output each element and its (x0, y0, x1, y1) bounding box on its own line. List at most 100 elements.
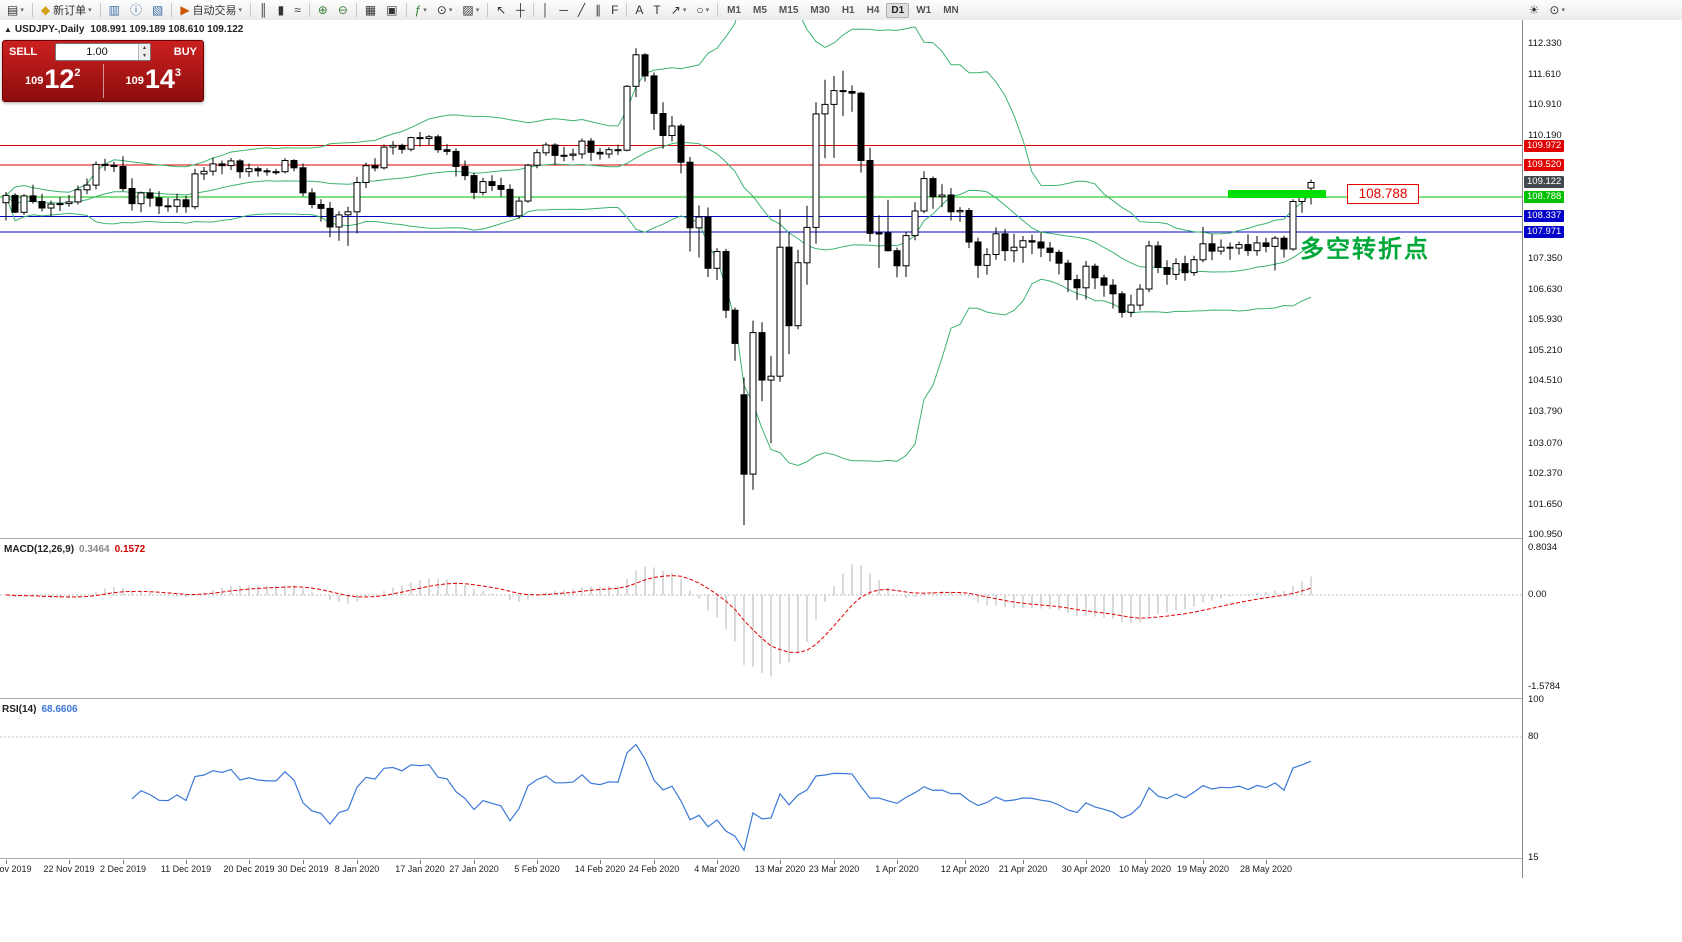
sell-button[interactable]: 109 12 2 (3, 62, 103, 100)
timeframe-toolbar: M1 M5 M15 M30 H1 H4 D1 W1 MN (721, 3, 965, 18)
timeframe-d1[interactable]: D1 (886, 3, 910, 18)
auto-trading-icon: ▶ (180, 3, 190, 17)
date-tick (1023, 860, 1024, 864)
date-label: 14 Feb 2020 (574, 864, 626, 874)
price-scale-label: 107.350 (1528, 253, 1563, 264)
date-label: 8 Jan 2020 (334, 864, 380, 874)
market-watch-button[interactable]: ▥ (105, 0, 124, 20)
trendline-tool-button[interactable]: ╱ (574, 0, 589, 20)
timeframe-m30[interactable]: M30 (810, 5, 830, 16)
volume-value[interactable]: 1.00 (86, 45, 108, 58)
macd-scale-label: 0.00 (1528, 589, 1547, 600)
data-window-icon: ⓘ (129, 3, 142, 17)
timeframe-w1[interactable]: W1 (916, 5, 932, 16)
line-chart-mode-button[interactable]: ≈ (290, 0, 305, 20)
auto-trading-button[interactable]: ▶ 自动交易 ▾ (176, 0, 246, 20)
price-scale-label: 100.950 (1528, 529, 1563, 540)
price-scale-label: 111.610 (1528, 69, 1561, 80)
date-tick (1203, 860, 1204, 864)
date-tick (1266, 860, 1267, 864)
new-chart-button[interactable]: ▤ ▾ (3, 0, 28, 20)
panel-separator[interactable] (0, 698, 1682, 701)
arrows-tool-button[interactable]: ↗ ▾ (667, 0, 691, 20)
date-axis[interactable]: 13 Nov 2019 22 Nov 2019 2 Dec 2019 11 Dec 2… (0, 860, 1522, 878)
volume-up-button[interactable]: ▴ (139, 43, 150, 52)
rsi-subchart[interactable] (0, 700, 1522, 858)
date-label: 30 Dec 2019 (277, 864, 329, 874)
bar-chart-mode-button[interactable]: ║ (255, 0, 272, 20)
candlestick-mode-button[interactable]: ▮ (274, 0, 289, 20)
chart-title-text: USDJPY-,Daily (14, 24, 85, 35)
quick-period-button[interactable]: ⊙ ▾ (1545, 0, 1569, 20)
sell-tab-label[interactable]: SELL (9, 45, 38, 58)
panel-separator[interactable] (0, 858, 1682, 861)
channel-tool-button[interactable]: ∥ (591, 0, 605, 20)
chart-title: ▲ USDJPY-,Daily 108.991 109.189 108.610 10… (4, 24, 243, 35)
current-price-tag: 109.122 (1524, 176, 1565, 188)
timeframe-h1[interactable]: H1 (841, 5, 855, 16)
panel-separator[interactable] (0, 538, 1682, 541)
text-tool-button[interactable]: A (631, 0, 647, 20)
zoom-in-button[interactable]: ⊕ (314, 0, 332, 20)
vertical-line-tool-button[interactable]: │ (538, 0, 554, 20)
macd-subchart[interactable] (0, 540, 1522, 698)
rsi-name: RSI(14) (2, 704, 37, 715)
styles-button[interactable]: ☀ (1525, 0, 1544, 20)
new-order-button[interactable]: ◆ 新订单 ▾ (37, 0, 96, 20)
auto-arrange-button[interactable]: ▣ (382, 0, 401, 20)
toolbar-separator (250, 3, 252, 17)
price-scale-label: 110.910 (1528, 99, 1562, 110)
text-tool-icon: A (635, 3, 644, 17)
date-tick (600, 860, 601, 864)
buy-button[interactable]: 109 14 3 (104, 62, 204, 100)
crosshair-tool-button[interactable]: ┼ (512, 0, 529, 20)
tile-windows-icon: ▦ (364, 3, 377, 17)
price-scale-label: 104.510 (1528, 375, 1563, 386)
rsi-scale-label: 80 (1528, 731, 1539, 742)
date-label: 27 Jan 2020 (449, 864, 499, 874)
price-scale-label: 101.650 (1528, 499, 1563, 510)
fibonacci-tool-button[interactable]: F (607, 0, 622, 20)
date-tick (249, 860, 250, 864)
level-price-tag: 108.337 (1524, 210, 1565, 222)
turning-point-note[interactable]: 多空转折点 (1300, 236, 1430, 263)
shapes-tool-button[interactable]: ○ ▾ (692, 0, 713, 20)
timeframe-m1[interactable]: M1 (727, 5, 742, 16)
date-label: 2 Dec 2019 (99, 864, 147, 874)
chevron-down-icon: ▾ (1561, 7, 1565, 14)
macd-name: MACD(12,26,9) (4, 544, 75, 555)
channel-tool-icon: ∥ (595, 3, 602, 17)
templates-button[interactable]: ▨ ▾ (458, 0, 483, 20)
price-annotation-label[interactable]: 108.788 (1347, 184, 1419, 204)
data-window-button[interactable]: ⓘ (126, 0, 146, 20)
price-scale[interactable]: 112.330 111.610 110.910 110.190 107.350 106.6… (1522, 20, 1682, 878)
date-tick (780, 860, 781, 864)
buy-tab-label[interactable]: BUY (173, 45, 197, 58)
timeframe-h4[interactable]: H4 (866, 5, 880, 16)
text-label-tool-button[interactable]: T (649, 0, 664, 20)
indicators-button[interactable]: ƒ ▾ (411, 0, 431, 20)
periods-dropdown-button[interactable]: ⊙ ▾ (433, 0, 457, 20)
cursor-tool-button[interactable]: ↖ (492, 0, 510, 20)
toolbar-separator (717, 3, 719, 17)
horizontal-line-tool-button[interactable]: ─ (555, 0, 572, 20)
date-label: 19 May 2020 (1176, 864, 1230, 874)
chevron-down-icon: ▾ (20, 7, 24, 14)
tile-windows-button[interactable]: ▦ (361, 0, 380, 20)
toolbar-separator (99, 3, 101, 17)
zoom-out-button[interactable]: ⊖ (334, 0, 352, 20)
level-price-tag: 109.972 (1524, 140, 1565, 152)
trendline-tool-icon: ╱ (577, 3, 586, 17)
main-chart[interactable] (0, 20, 1522, 538)
zoom-out-icon: ⊖ (337, 3, 348, 17)
volume-field[interactable]: 1.00 ▴ ▾ (55, 42, 151, 61)
timeframe-m15[interactable]: M15 (778, 5, 799, 16)
templates-icon: ▨ (462, 3, 474, 17)
date-label: 21 Apr 2020 (998, 864, 1048, 874)
volume-down-button[interactable]: ▾ (139, 51, 150, 60)
level-highlight-segment[interactable] (1228, 190, 1326, 198)
timeframe-mn[interactable]: MN (943, 5, 959, 16)
level-price-tag: 109.520 (1524, 159, 1565, 171)
navigator-button[interactable]: ▧ (148, 0, 167, 20)
timeframe-m5[interactable]: M5 (753, 5, 767, 16)
